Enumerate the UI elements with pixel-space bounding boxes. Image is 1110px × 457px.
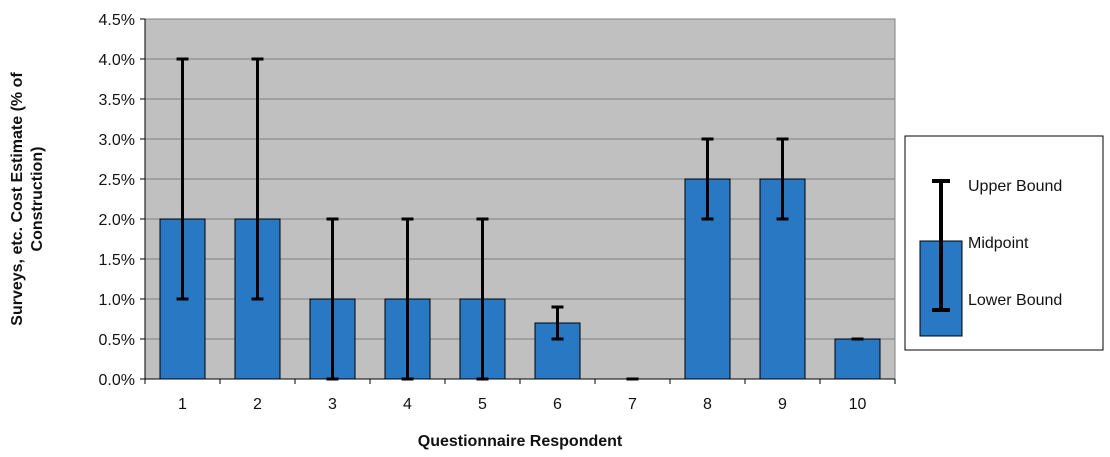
y-axis-title-line2: Construction) — [29, 147, 46, 252]
legend-upper-label: Upper Bound — [968, 178, 1062, 195]
x-tick-label: 9 — [778, 396, 787, 413]
y-tick-label: 0.5% — [99, 332, 135, 349]
x-tick-label: 5 — [478, 396, 487, 413]
y-axis-title-line1: Surveys, etc. Cost Estimate (% of — [9, 72, 26, 326]
y-tick-label: 3.0% — [99, 132, 135, 149]
x-tick-label: 10 — [849, 396, 867, 413]
error-bars — [176, 57, 864, 381]
y-tick-label: 2.0% — [99, 212, 135, 229]
y-tick-label: 4.5% — [99, 12, 135, 29]
y-tick-label: 3.5% — [99, 92, 135, 109]
legend-mid-label: Midpoint — [968, 235, 1029, 252]
x-axis-title: Questionnaire Respondent — [418, 433, 623, 450]
x-tick-label: 4 — [403, 396, 412, 413]
y-tick-labels: 0.0% 0.5% 1.0% 1.5% 2.0% 2.5% 3.0% 3.5% 4.0% 4.5% — [99, 12, 135, 389]
x-tick-label: 2 — [253, 396, 262, 413]
legend: Upper Bound Midpoint Lower Bound — [904, 135, 1104, 351]
y-tick-label: 4.0% — [99, 52, 135, 69]
axes — [140, 18, 896, 384]
y-tick-label: 1.5% — [99, 252, 135, 269]
y-tick-label: 0.0% — [99, 372, 135, 389]
legend-lower-label: Lower Bound — [968, 292, 1062, 309]
x-tick-label: 8 — [703, 396, 712, 413]
x-tick-labels: 1 2 3 4 5 6 7 8 9 10 — [178, 396, 866, 413]
x-tick-label: 1 — [178, 396, 187, 413]
y-tick-label: 1.0% — [99, 292, 135, 309]
x-tick-label: 6 — [553, 396, 562, 413]
bar-respondent-10 — [834, 338, 881, 380]
x-tick-label: 3 — [328, 396, 337, 413]
y-tick-label: 2.5% — [99, 172, 135, 189]
x-tick-label: 7 — [628, 396, 637, 413]
